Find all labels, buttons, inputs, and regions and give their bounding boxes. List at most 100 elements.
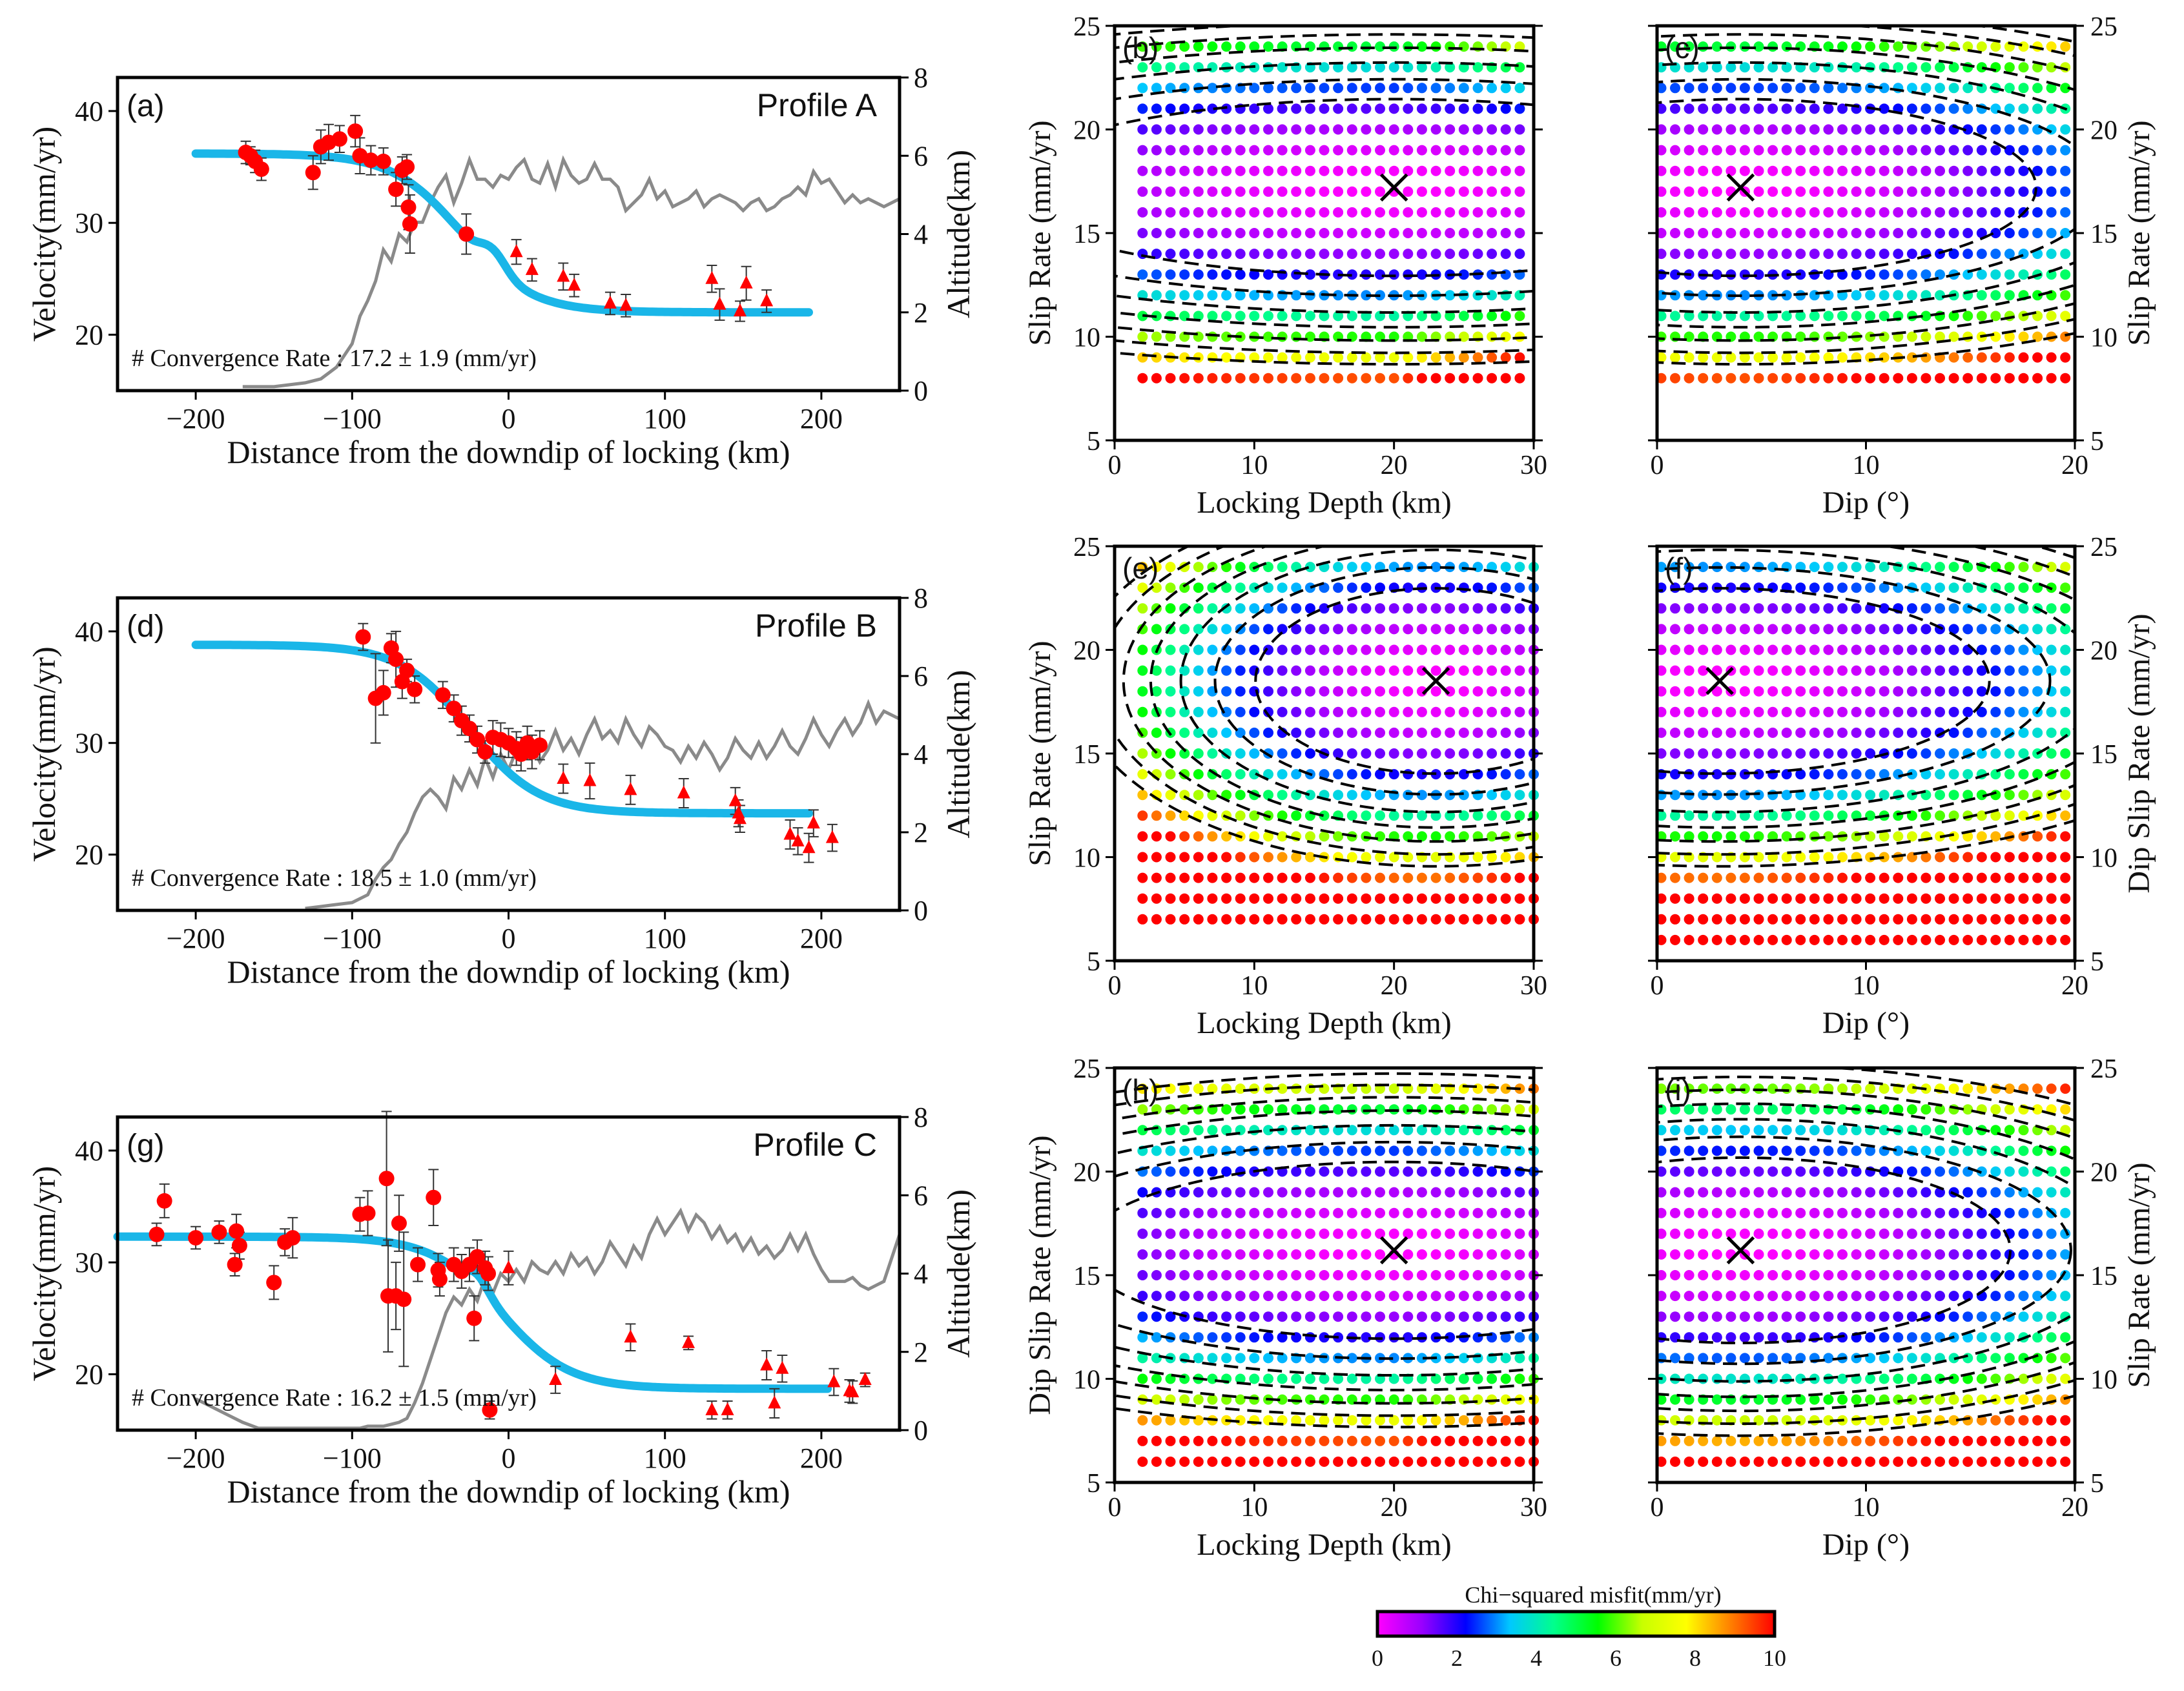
misfit-grid-dot — [1137, 644, 1148, 655]
misfit-grid-dot — [1375, 893, 1385, 904]
misfit-grid-dot — [1963, 228, 1973, 238]
misfit-grid-dot — [1753, 1456, 1764, 1467]
misfit-grid-dot — [1500, 1311, 1511, 1322]
misfit-grid-dot — [1879, 1435, 1890, 1446]
misfit-grid-dot — [1879, 914, 1890, 925]
misfit-grid-dot — [1795, 1270, 1806, 1280]
misfit-grid-dot — [1221, 1249, 1232, 1260]
misfit-grid-dot — [1346, 1291, 1357, 1302]
misfit-grid-dot — [1487, 706, 1498, 717]
misfit-grid-dot — [1948, 582, 1959, 593]
x-tick-label: 0 — [1108, 1493, 1122, 1522]
misfit-grid-dot — [1346, 706, 1357, 717]
misfit-grid-dot — [1430, 145, 1441, 156]
misfit-grid-dot — [1823, 1249, 1834, 1260]
misfit-grid-dot — [1263, 665, 1273, 676]
misfit-grid-dot — [2018, 1249, 2029, 1260]
misfit-grid-dot — [1221, 893, 1232, 904]
misfit-grid-dot — [1893, 124, 1904, 135]
misfit-grid-dot — [1472, 165, 1483, 176]
misfit-grid-dot — [1388, 1394, 1399, 1405]
misfit-grid-dot — [1430, 706, 1441, 717]
misfit-grid-dot — [2046, 1311, 2057, 1322]
misfit-grid-dot — [1935, 1249, 1945, 1260]
y-tick-label: 25 — [1073, 12, 1100, 42]
misfit-grid-dot — [1767, 686, 1778, 697]
gps-velocity-circle — [531, 737, 548, 753]
misfit-grid-dot — [1670, 1394, 1680, 1405]
misfit-grid-dot — [1137, 83, 1148, 94]
misfit-grid-dot — [1487, 624, 1498, 635]
misfit-grid-dot — [1990, 644, 2001, 655]
misfit-grid-dot — [1221, 269, 1232, 280]
misfit-contour — [1657, 26, 2075, 366]
misfit-grid-dot — [1906, 727, 1917, 738]
misfit-grid-dot — [1346, 228, 1357, 238]
misfit-grid-dot — [1684, 207, 1695, 218]
misfit-grid-dot — [2032, 727, 2043, 738]
misfit-grid-dot — [1948, 665, 1959, 676]
misfit-grid-dot — [1375, 1145, 1385, 1156]
misfit-grid-dot — [1963, 1104, 1973, 1115]
misfit-grid-dot — [1472, 1145, 1483, 1156]
misfit-grid-dot — [1809, 145, 1820, 156]
misfit-grid-dot — [1739, 603, 1750, 614]
misfit-grid-dot — [1893, 665, 1904, 676]
misfit-grid-dot — [1809, 207, 1820, 218]
misfit-grid-dot — [1304, 124, 1315, 135]
misfit-grid-dot — [2032, 1456, 2043, 1467]
misfit-grid-dot — [1304, 373, 1315, 384]
misfit-grid-dot — [1458, 769, 1469, 780]
misfit-grid-dot — [1921, 311, 1932, 322]
misfit-grid-dot — [1151, 624, 1162, 635]
x-axis-title: Dip (°) — [1822, 486, 1910, 520]
misfit-grid-dot — [2018, 686, 2029, 697]
misfit-grid-dot — [1739, 727, 1750, 738]
misfit-contour — [1657, 1156, 2012, 1344]
y-tick-label: 15 — [1073, 740, 1100, 770]
misfit-grid-dot — [1333, 165, 1344, 176]
misfit-grid-dot — [1346, 769, 1357, 780]
misfit-contour — [1254, 587, 1534, 775]
misfit-grid-dot — [1500, 1270, 1511, 1280]
misfit-grid-dot — [1179, 748, 1190, 759]
gps-velocity-circle — [402, 216, 418, 232]
misfit-grid-dot — [1837, 727, 1848, 738]
misfit-grid-dot — [1684, 186, 1695, 197]
misfit-grid-dot — [1137, 872, 1148, 883]
misfit-grid-dot — [1346, 665, 1357, 676]
misfit-grid-dot — [1430, 665, 1441, 676]
misfit-grid-dot — [1906, 103, 1917, 114]
misfit-grid-dot — [1823, 311, 1834, 322]
misfit-grid-dot — [1207, 62, 1218, 73]
misfit-grid-dot — [1865, 665, 1876, 676]
misfit-grid-dot — [1767, 373, 1778, 384]
misfit-grid-dot — [1319, 1228, 1330, 1239]
misfit-grid-dot — [2018, 1291, 2029, 1302]
misfit-grid-dot — [1472, 83, 1483, 94]
misfit-grid-dot — [1921, 1249, 1932, 1260]
misfit-grid-dot — [1346, 1311, 1357, 1322]
misfit-grid-dot — [1823, 748, 1834, 759]
misfit-grid-dot — [1165, 1125, 1176, 1136]
misfit-grid-dot — [1151, 1207, 1162, 1218]
misfit-grid-dot — [1346, 186, 1357, 197]
misfit-grid-dot — [1921, 269, 1932, 280]
misfit-grid-dot — [1375, 790, 1385, 801]
misfit-grid-dot — [1458, 1291, 1469, 1302]
misfit-grid-dot — [1458, 124, 1469, 135]
misfit-grid-dot — [1739, 1228, 1750, 1239]
misfit-grid-dot — [1809, 83, 1820, 94]
misfit-grid-dot — [1935, 1166, 1945, 1177]
misfit-grid-dot — [1767, 1291, 1778, 1302]
misfit-grid-dot — [2032, 331, 2043, 342]
misfit-grid-dot — [1726, 893, 1736, 904]
misfit-grid-dot — [1304, 331, 1315, 342]
misfit-grid-dot — [1375, 582, 1385, 593]
misfit-grid-dot — [1403, 1228, 1414, 1239]
misfit-grid-dot — [1165, 1456, 1176, 1467]
misfit-grid-dot — [1291, 373, 1302, 384]
misfit-grid-dot — [1726, 1291, 1736, 1302]
misfit-grid-dot — [1346, 1415, 1357, 1426]
misfit-grid-dot — [1235, 311, 1246, 322]
